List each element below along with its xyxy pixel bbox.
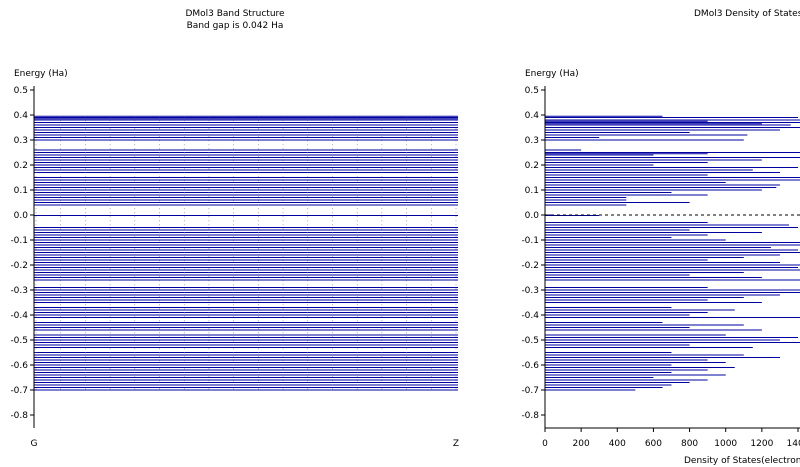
- band-y-tick-label: -0.6: [10, 361, 28, 371]
- band-lines: [34, 115, 458, 391]
- dos-y-tick-label: 0.2: [525, 161, 539, 171]
- band-chart-title: DMol3 Band Structure: [185, 9, 285, 19]
- band-y-tick-label: -0.4: [10, 311, 28, 321]
- band-y-tick-label: 0.4: [14, 111, 29, 121]
- dos-x-tick-label: 200: [573, 439, 590, 449]
- dos-x-ticks: 0 200 400 600 800 1000 1200 1400: [542, 428, 800, 449]
- band-y-tick-label: -0.5: [10, 336, 28, 346]
- dos-y-tick-label: 0.3: [525, 136, 539, 146]
- dos-y-tick-label: -0.3: [521, 286, 539, 296]
- dos-y-tick-label: -0.1: [521, 236, 539, 246]
- dos-y-tick-label: -0.6: [521, 361, 539, 371]
- dos-y-tick-label: -0.4: [521, 311, 539, 321]
- dos-chart: DMol3 Density of States Energy (Ha) 0.50…: [521, 9, 800, 466]
- dos-y-tick-label: -0.8: [521, 411, 539, 421]
- dos-y-tick-label: -0.7: [521, 386, 539, 396]
- dos-x-tick-label: 1200: [750, 439, 773, 449]
- dos-x-tick-label: 800: [681, 439, 698, 449]
- band-x-tick-label: G: [31, 439, 38, 449]
- dos-y-tick-label: -0.2: [521, 261, 539, 271]
- band-y-tick-label: 0.1: [14, 186, 28, 196]
- band-y-tick-label: 0.3: [14, 136, 28, 146]
- dos-y-tick-label: 0.4: [525, 111, 540, 121]
- band-y-tick-label: -0.8: [10, 411, 28, 421]
- dos-x-tick-label: 600: [645, 439, 662, 449]
- dos-y-tick-label: 0.5: [525, 86, 539, 96]
- band-y-tick-label: -0.7: [10, 386, 28, 396]
- dos-chart-xlabel: Density of States(electrons: [684, 456, 800, 466]
- dos-y-tick-label: 0.0: [525, 211, 540, 221]
- band-y-tick-label: -0.1: [10, 236, 28, 246]
- band-y-tick-label: -0.3: [10, 286, 28, 296]
- dos-bars: [545, 115, 800, 391]
- dos-x-tick-label: 0: [542, 439, 548, 449]
- band-y-tick-label: 0.2: [14, 161, 28, 171]
- band-chart-subtitle: Band gap is 0.042 Ha: [187, 21, 284, 31]
- band-y-tick-label: 0.0: [14, 211, 29, 221]
- band-k-point-markers: [35, 116, 457, 390]
- dos-x-tick-label: 400: [609, 439, 626, 449]
- dos-chart-ylabel: Energy (Ha): [525, 69, 579, 79]
- band-y-tick-label: -0.2: [10, 261, 28, 271]
- band-chart-ylabel: Energy (Ha): [14, 69, 68, 79]
- band-x-tick-label: Z: [453, 439, 459, 449]
- dos-y-ticks: 0.5 0.4 0.3 0.2 0.1 0.0 -0.1 -0.2 -0.3 -0.4 -0.5 -0…: [521, 86, 545, 421]
- band-y-tick-label: 0.5: [14, 86, 28, 96]
- dos-x-tick-label: 1000: [714, 439, 737, 449]
- dos-chart-title: DMol3 Density of States: [694, 9, 800, 19]
- dos-x-tick-label: 1400: [787, 439, 800, 449]
- band-y-ticks: 0.5 0.4 0.3 0.2 0.1 0.0 -0.1 -0.2 -0.3 -0.4 -0.5 -0…: [10, 86, 34, 421]
- dos-y-tick-label: 0.1: [525, 186, 539, 196]
- band-structure-chart: DMol3 Band Structure Band gap is 0.042 H…: [10, 9, 459, 449]
- dos-y-tick-label: -0.5: [521, 336, 539, 346]
